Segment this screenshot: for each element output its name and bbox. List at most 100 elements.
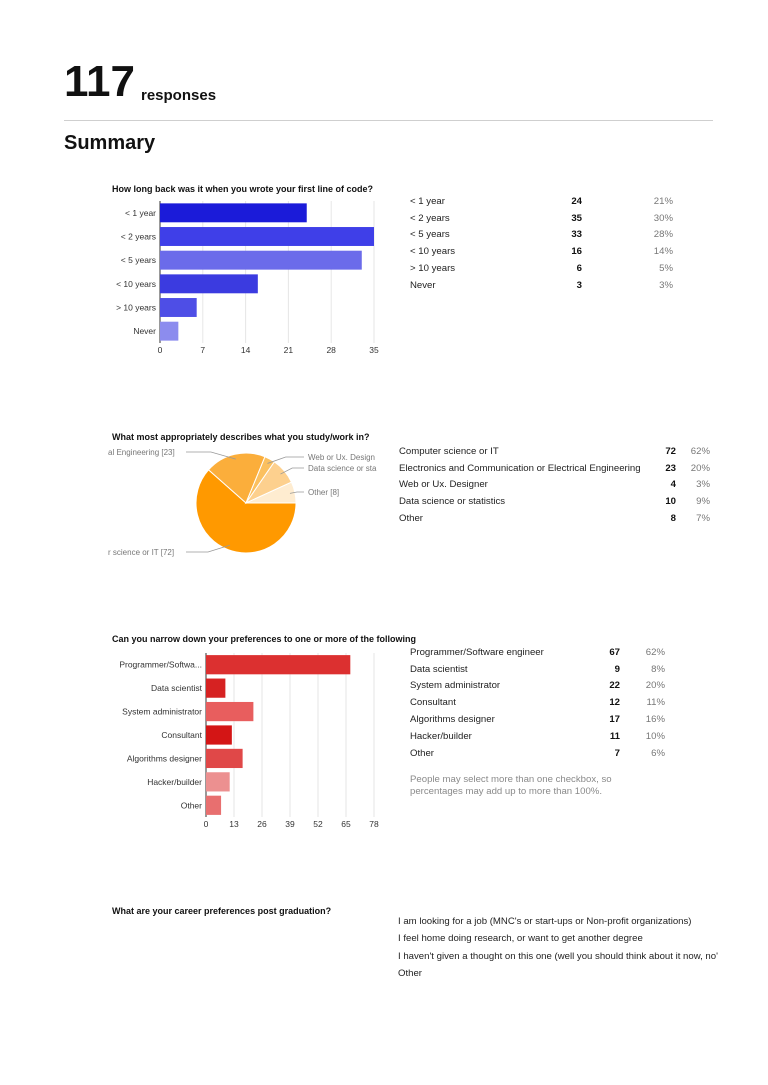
question-1-results-table: < 1 year 24 21% < 2 years 35 30% < 5 years 33 28…: [410, 193, 673, 294]
response-count: 11: [609, 730, 620, 742]
question-3-results-table: Programmer/Software engineer 67 62% Data sc…: [410, 644, 665, 762]
bar: [160, 298, 197, 317]
table-row: Other 7 6%: [410, 745, 665, 762]
y-tick-label: Never: [133, 326, 156, 336]
response-percent: 21%: [653, 195, 673, 207]
table-row: < 1 year 24 21%: [410, 193, 673, 210]
callout-line: [280, 467, 304, 475]
y-tick-label: < 10 years: [116, 279, 156, 289]
bar: [160, 203, 307, 223]
option-label: System administrator: [410, 680, 501, 692]
callout-line: [186, 451, 236, 460]
response-percent: 20%: [645, 680, 665, 692]
x-tick-label: 35: [369, 345, 379, 355]
option-label: Hacker/builder: [410, 730, 472, 742]
table-row: Hacker/builder 11 10%: [410, 728, 665, 745]
bar: [160, 227, 374, 246]
table-row: > 10 years 6 5%: [410, 260, 673, 277]
y-tick-label: < 2 years: [121, 232, 156, 242]
y-tick-label: Programmer/Softwa...: [119, 660, 202, 670]
response-percent: 3%: [659, 279, 673, 291]
response-count: 22: [609, 680, 620, 692]
response-percent: 7%: [696, 513, 710, 525]
response-count: 4: [670, 479, 676, 491]
response-count-label: responses: [141, 87, 217, 104]
bar: [206, 772, 230, 792]
response-percent: 10%: [645, 730, 665, 742]
y-tick-label: Algorithms designer: [127, 753, 202, 763]
y-tick-label: > 10 years: [116, 303, 156, 313]
table-row: Other 8 7%: [399, 510, 710, 527]
x-tick-label: 65: [341, 819, 351, 829]
table-row: Data science or statistics 10 9%: [399, 493, 710, 510]
y-tick-label: Hacker/builder: [147, 777, 202, 787]
callout-line: [186, 544, 231, 553]
table-row: Never 3 3%: [410, 277, 673, 294]
study-field-pie-chart: al Engineering [23] Web or Ux. Design Data…: [108, 448, 377, 557]
x-tick-label: 78: [369, 819, 379, 829]
y-tick-label: System administrator: [122, 707, 202, 717]
response-count: 67: [609, 646, 620, 658]
list-item: Other: [398, 967, 422, 979]
response-count: 23: [665, 462, 676, 474]
option-label: Algorithms designer: [410, 714, 495, 726]
response-percent: 16%: [645, 714, 665, 726]
x-tick-label: 7: [200, 345, 205, 355]
option-label: Consultant: [410, 697, 456, 709]
table-row: Programmer/Software engineer 67 62%: [410, 644, 665, 661]
response-count: 10: [665, 496, 676, 508]
response-count: 9: [614, 663, 620, 675]
response-percent: 5%: [659, 263, 673, 275]
pie-callout-label: Data science or sta: [308, 464, 377, 473]
option-label: Data science or statistics: [399, 496, 506, 508]
table-row: Web or Ux. Designer 4 3%: [399, 477, 710, 494]
response-percent: 3%: [696, 479, 710, 491]
x-tick-label: 39: [285, 819, 295, 829]
option-label: < 1 year: [410, 195, 445, 207]
bar: [160, 250, 362, 270]
response-count: 72: [665, 445, 676, 457]
list-item: I feel home doing research, or want to g…: [398, 933, 643, 945]
pie-callout-label: al Engineering [23]: [108, 448, 175, 457]
bar: [160, 321, 179, 341]
option-label: Electronics and Communication or Electri…: [399, 462, 641, 474]
response-percent: 30%: [653, 212, 673, 224]
response-count: 12: [609, 697, 620, 709]
option-label: Programmer/Software engineer: [410, 646, 544, 658]
x-tick-label: 13: [229, 819, 239, 829]
table-row: Data scientist 9 8%: [410, 661, 665, 678]
response-count: 8: [670, 513, 676, 525]
response-percent: 14%: [653, 246, 673, 258]
multi-select-note: People may select more than one checkbox…: [410, 774, 612, 797]
summary-title: Summary: [64, 132, 156, 154]
career-options-list: I am looking for a job (MNC's or start-u…: [398, 913, 738, 982]
response-count: 35: [571, 212, 582, 224]
question-3-title: Can you narrow down your preferences to …: [112, 634, 417, 644]
callout-line: [267, 456, 304, 464]
option-label: > 10 years: [410, 263, 456, 275]
response-count: 24: [571, 195, 582, 207]
response-percent: 11%: [646, 697, 666, 709]
table-row: < 10 years 16 14%: [410, 243, 673, 260]
table-row: System administrator 22 20%: [410, 678, 665, 695]
x-tick-label: 0: [158, 345, 163, 355]
question-1-title: How long back was it when you wrote your…: [112, 184, 374, 194]
table-row: < 2 years 35 30%: [410, 210, 673, 227]
response-count: 16: [571, 246, 582, 258]
response-count: 17: [609, 714, 620, 726]
x-tick-label: 14: [241, 345, 251, 355]
pie-callout-label: Other [8]: [308, 488, 339, 497]
y-tick-label: Consultant: [161, 730, 202, 740]
bar: [206, 748, 243, 769]
response-percent: 28%: [653, 229, 673, 241]
response-count: 117: [64, 57, 135, 106]
y-tick-label: < 5 years: [121, 255, 156, 265]
response-percent: 62%: [690, 445, 710, 457]
question-2-title: What most appropriately describes what y…: [112, 432, 370, 442]
response-count: 33: [571, 229, 582, 241]
table-row: Electronics and Communication or Electri…: [399, 460, 710, 477]
response-percent: 20%: [690, 462, 710, 474]
bar: [206, 678, 226, 698]
bar: [206, 701, 254, 722]
option-label: Computer science or IT: [399, 445, 499, 457]
